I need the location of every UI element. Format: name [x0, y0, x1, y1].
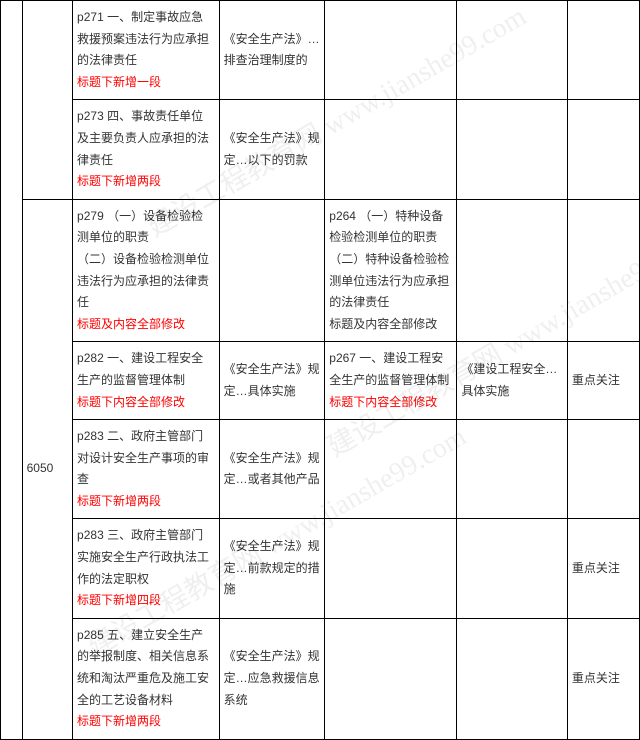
table-cell: p283 三、政府主管部门实施安全生产行政执法工作的法定职权标题下新增四段	[73, 519, 220, 618]
table-cell	[457, 1, 568, 100]
table-row: p271 一、制定事故应急救援预案违法行为应承担的法律责任标题下新增一段《安全生…	[1, 1, 640, 100]
highlight-text: 标题下新增两段	[77, 494, 161, 508]
highlight-text: 标题及内容全部修改	[77, 317, 185, 331]
table-row: p282 一、建设工程安全生产的监督管理体制标题下内容全部修改《安全生产法》规定…	[1, 342, 640, 420]
table-row: p273 四、事故责任单位及主要负责人应承担的法律责任标题下新增两段《安全生产法…	[1, 100, 640, 199]
table-cell	[457, 199, 568, 342]
table-cell: 重点关注	[567, 519, 639, 618]
table-cell	[567, 199, 639, 342]
table-cell: p283 二、政府主管部门对设计安全生产事项的审查标题下新增两段	[73, 420, 220, 519]
table-cell: p279 （一）设备检验检测单位的职责（二）设备检验检测单位违法行为应承担的法律…	[73, 199, 220, 342]
table-cell	[325, 420, 457, 519]
highlight-text: 标题下新增两段	[77, 174, 161, 188]
table-cell: 重点关注	[567, 618, 639, 739]
table-cell	[325, 618, 457, 739]
comparison-table: p271 一、制定事故应急救援预案违法行为应承担的法律责任标题下新增一段《安全生…	[0, 0, 640, 740]
table-cell	[325, 100, 457, 199]
table-cell	[567, 100, 639, 199]
table-row: p285 五、建立安全生产的举报制度、相关信息系统和淘汰严重危及施工安全的工艺设…	[1, 618, 640, 739]
table-cell: 《安全生产法》规定…应急救援信息系统	[219, 618, 325, 739]
table-cell: p264 （一）特种设备检验检测单位的职责（二）特种设备检验检测单位违法行为应承…	[325, 199, 457, 342]
table-cell	[219, 199, 325, 342]
table-cell: 《安全生产法》规定…前款规定的措施	[219, 519, 325, 618]
table-cell	[325, 1, 457, 100]
table-cell: p285 五、建立安全生产的举报制度、相关信息系统和淘汰严重危及施工安全的工艺设…	[73, 618, 220, 739]
highlight-text: 标题下新增四段	[77, 593, 161, 607]
table-cell: p273 四、事故责任单位及主要负责人应承担的法律责任标题下新增两段	[73, 100, 220, 199]
table-cell	[22, 1, 72, 200]
table-cell	[457, 420, 568, 519]
table-cell: p282 一、建设工程安全生产的监督管理体制标题下内容全部修改	[73, 342, 220, 420]
highlight-text: 标题下新增两段	[77, 714, 161, 728]
highlight-text: 标题下新增一段	[77, 75, 161, 89]
table-cell: 重点关注	[567, 342, 639, 420]
table-cell: 《安全生产法》规定…或者其他产品	[219, 420, 325, 519]
table-cell	[457, 519, 568, 618]
table-cell: p267 一、建设工程安全生产的监督管理体制标题下内容全部修改	[325, 342, 457, 420]
table-cell	[325, 519, 457, 618]
table-cell	[567, 1, 639, 100]
table-row: p283 二、政府主管部门对设计安全生产事项的审查标题下新增两段《安全生产法》规…	[1, 420, 640, 519]
table-cell: 《安全生产法》规定…具体实施	[219, 342, 325, 420]
table-cell	[1, 1, 23, 740]
section-code: 6050	[22, 199, 72, 739]
table-cell	[567, 420, 639, 519]
table-cell	[457, 100, 568, 199]
highlight-text: 标题下内容全部修改	[329, 395, 437, 409]
table-row: 6050p279 （一）设备检验检测单位的职责（二）设备检验检测单位违法行为应承…	[1, 199, 640, 342]
table-cell: p271 一、制定事故应急救援预案违法行为应承担的法律责任标题下新增一段	[73, 1, 220, 100]
table-cell: 《建设工程安全…具体实施	[457, 342, 568, 420]
table-row: p283 三、政府主管部门实施安全生产行政执法工作的法定职权标题下新增四段《安全…	[1, 519, 640, 618]
highlight-text: 标题下内容全部修改	[77, 395, 185, 409]
table-cell: 《安全生产法》规定…以下的罚款	[219, 100, 325, 199]
table-cell	[457, 618, 568, 739]
table-cell: 《安全生产法》…排查治理制度的	[219, 1, 325, 100]
